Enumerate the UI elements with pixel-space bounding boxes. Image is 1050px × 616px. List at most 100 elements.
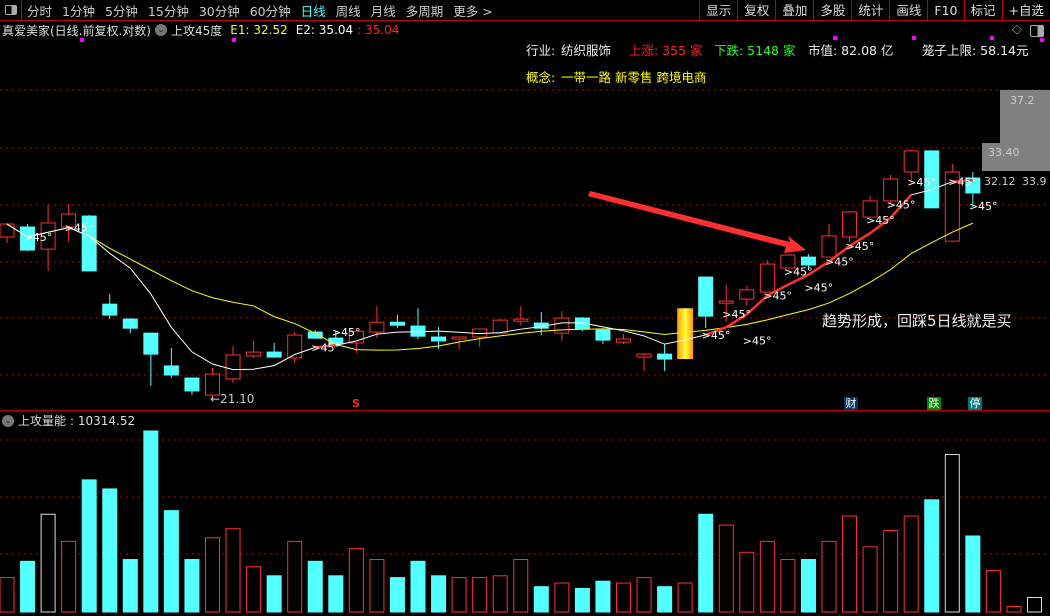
period-tab[interactable]: 1分钟 xyxy=(62,3,95,19)
volume-bar xyxy=(780,559,796,613)
panel-icon[interactable] xyxy=(1030,25,1044,37)
angle-label: >45° xyxy=(743,334,772,347)
volume-bar xyxy=(1027,597,1042,613)
volume-bar xyxy=(225,528,241,613)
angle-label: >45° xyxy=(24,231,53,244)
chevron-down-icon[interactable]: ⌄ xyxy=(2,414,14,427)
candle-body xyxy=(842,211,858,238)
candle-body xyxy=(369,321,385,333)
volume-bar xyxy=(0,577,15,613)
indicator-e1: E1: 32.52 xyxy=(230,23,288,37)
marker xyxy=(833,36,837,40)
trend-segment xyxy=(787,273,809,286)
period-tab[interactable]: 分时 xyxy=(27,3,53,19)
angle-label: >45° xyxy=(907,176,936,189)
trend-segment xyxy=(315,343,336,349)
candle-body xyxy=(163,365,179,376)
volume-bar xyxy=(554,582,570,613)
volume-bar xyxy=(883,530,899,613)
candle-body xyxy=(184,377,200,392)
candle-body xyxy=(389,321,405,326)
volume-bar xyxy=(81,479,97,613)
period-tab[interactable]: 多周期 xyxy=(405,3,444,19)
candle-body xyxy=(143,332,159,355)
industry-value[interactable]: 纺织服饰 xyxy=(561,43,612,58)
period-toolbar: 分时 1分钟 5分钟 15分钟 30分钟 60分钟 日线 周线 月线 多周期 更多 > 显示 复权 叠加… xyxy=(0,0,1050,21)
period-tab[interactable]: 周线 xyxy=(335,3,361,19)
candle-body xyxy=(924,150,940,209)
chart-title-bar: 真爱美家(日线.前复权.对数) ⌄ 上攻45度 E1: 32.52 E2: 35… xyxy=(2,21,399,39)
volume-bar xyxy=(410,560,426,613)
period-tab[interactable]: 月线 xyxy=(370,3,396,19)
volume-bar xyxy=(842,515,858,613)
rising-count: 上涨: 355 家 xyxy=(629,43,703,58)
marker xyxy=(1040,38,1044,42)
diamond-icon[interactable]: ◇ xyxy=(1012,22,1022,37)
volume-bar xyxy=(862,546,878,613)
toolbar-button[interactable]: 标记 xyxy=(963,0,1002,21)
ma-long-line xyxy=(6,222,974,351)
angle-label: >45° xyxy=(65,222,94,235)
volume-bar xyxy=(472,577,488,613)
period-tab[interactable]: 5分钟 xyxy=(104,3,138,19)
period-tab[interactable]: 更多 > xyxy=(453,3,493,19)
drop-tag[interactable]: 跌 xyxy=(927,397,941,410)
candle-body xyxy=(266,351,282,358)
industry-label: 行业: xyxy=(526,43,556,58)
limit-tag[interactable]: 停 xyxy=(968,397,982,410)
candle-body xyxy=(513,318,529,322)
concept-values[interactable]: 一带一路 新零售 跨境电商 xyxy=(561,70,707,85)
volume-bar xyxy=(328,575,344,613)
volume-bar xyxy=(246,566,262,613)
price-label: 32.12 xyxy=(984,175,1016,188)
toolbar-button[interactable]: 显示 xyxy=(699,0,737,21)
period-tab[interactable]: 30分钟 xyxy=(198,3,240,19)
volume-bar xyxy=(61,540,77,613)
panel-toggle-button[interactable] xyxy=(0,0,22,21)
volume-bar xyxy=(389,577,405,613)
period-tab[interactable]: 60分钟 xyxy=(249,3,291,19)
volume-bar xyxy=(513,559,529,613)
toolbar-button[interactable]: 复权 xyxy=(737,0,775,21)
candle-body xyxy=(0,223,15,238)
angle-label: >45° xyxy=(887,199,916,212)
volume-header: ⌄ 上攻量能 : 10314.52 xyxy=(2,412,135,429)
volume-bar xyxy=(102,488,118,613)
volume-bar xyxy=(636,577,652,613)
angle-label: >45° xyxy=(702,329,731,342)
candle-body xyxy=(965,177,981,194)
toolbar-button[interactable]: 画线 xyxy=(889,0,927,21)
volume-bar xyxy=(533,586,549,613)
toolbar-button[interactable]: +自选 xyxy=(1001,0,1050,21)
price-label: 33.40 xyxy=(988,146,1020,159)
candle-body xyxy=(61,213,77,228)
candle-body xyxy=(595,329,611,341)
toolbar-button[interactable]: 叠加 xyxy=(775,0,813,21)
volume-bar xyxy=(40,513,56,613)
angle-label: >45° xyxy=(846,240,875,253)
price-label: 33.9 xyxy=(1022,175,1047,188)
trend-segment xyxy=(705,326,727,337)
marker xyxy=(232,38,236,42)
finance-tag[interactable]: 财 xyxy=(844,397,858,410)
volume-bar xyxy=(616,582,631,613)
period-tab[interactable]: 15分钟 xyxy=(147,3,189,19)
candle-body xyxy=(883,178,899,202)
volume-bar xyxy=(307,560,323,613)
chevron-down-icon[interactable]: ⌄ xyxy=(155,24,167,36)
trend-segment xyxy=(869,216,892,235)
volume-bar xyxy=(924,499,940,613)
volume-bar xyxy=(1006,606,1022,613)
toolbar-button[interactable]: 统计 xyxy=(851,0,889,21)
volume-bar xyxy=(759,540,775,613)
toolbar-button[interactable]: 多股 xyxy=(813,0,851,21)
volume-bar xyxy=(595,580,611,613)
period-tab[interactable]: 日线 xyxy=(300,3,326,19)
candle-body xyxy=(122,318,138,329)
toolbar-button[interactable]: F10 xyxy=(927,0,963,21)
candle-body xyxy=(348,330,364,344)
volume-title: 上攻量能 xyxy=(18,414,67,428)
price-label: 37.2 xyxy=(1010,94,1035,107)
candle-body xyxy=(800,256,816,266)
